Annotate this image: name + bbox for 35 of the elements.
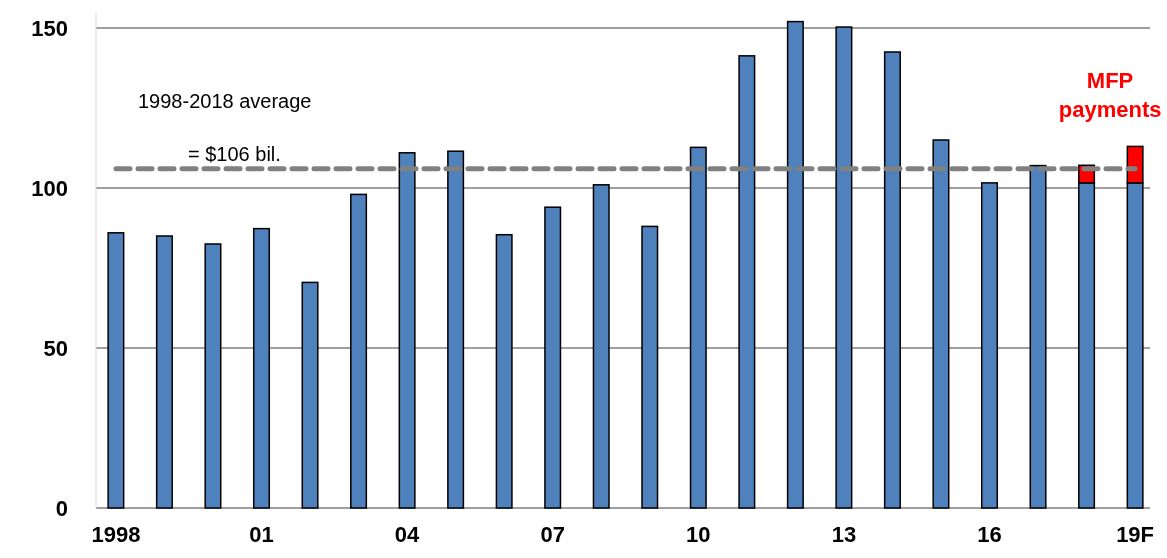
x-tick-label: 16	[977, 522, 1002, 547]
x-tick-label: 13	[831, 522, 857, 547]
y-tick-label: 50	[43, 335, 68, 361]
bar	[155, 235, 173, 509]
bar	[689, 146, 707, 509]
y-tick-label: 150	[31, 15, 68, 41]
bar	[592, 184, 610, 509]
bar	[301, 281, 319, 509]
y-tick-label: 100	[31, 175, 68, 201]
x-tick-label: 07	[540, 522, 565, 547]
bar	[932, 139, 950, 509]
bar	[835, 26, 853, 509]
bar	[447, 150, 465, 509]
bar	[544, 206, 562, 509]
bar	[641, 225, 659, 509]
bar	[1029, 164, 1047, 509]
bar	[252, 227, 271, 509]
series-label: MFP payments	[1058, 68, 1162, 122]
bar	[398, 152, 416, 509]
x-tick-label: 04	[394, 522, 421, 547]
x-tick-label: 1998	[91, 522, 141, 547]
bar	[883, 51, 901, 509]
bar	[107, 232, 125, 509]
bar	[204, 243, 222, 509]
y-tick-label: 0	[55, 495, 68, 521]
x-tick-label: 01	[249, 522, 274, 547]
bar	[495, 233, 513, 509]
x-tick-label: 10	[686, 522, 711, 547]
bar	[738, 55, 756, 509]
bar	[980, 182, 999, 509]
annotation: = $106 bil.	[188, 143, 281, 165]
bar	[786, 20, 804, 509]
bar	[350, 193, 368, 509]
annotation: 1998-2018 average	[138, 90, 312, 112]
x-tick-label: 19F	[1116, 522, 1155, 547]
